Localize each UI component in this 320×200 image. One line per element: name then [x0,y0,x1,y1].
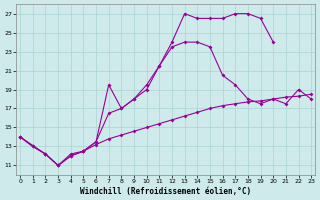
X-axis label: Windchill (Refroidissement éolien,°C): Windchill (Refroidissement éolien,°C) [80,187,251,196]
